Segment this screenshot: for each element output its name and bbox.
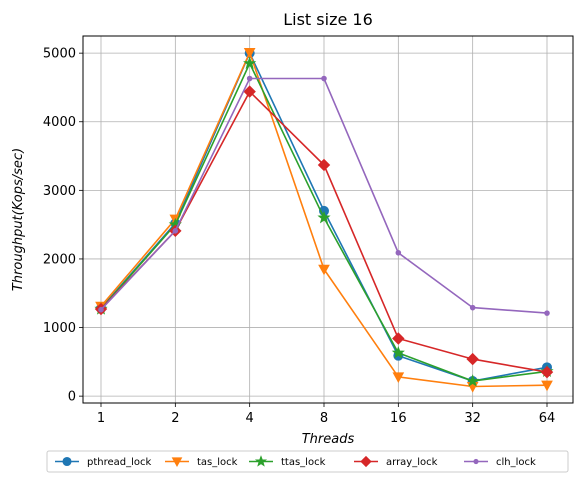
data-point [99,307,104,312]
x-tick-label: 1 [97,411,105,426]
data-point [474,459,478,463]
y-tick-label: 4000 [43,115,76,130]
x-tick-label: 32 [464,411,481,426]
x-tick-label: 8 [320,411,328,426]
x-tick-label: 16 [390,411,407,426]
x-tick-label: 64 [539,411,556,426]
y-tick-label: 5000 [43,47,76,62]
data-point [545,311,550,316]
legend-label: tas_lock [197,457,238,468]
y-tick-label: 2000 [43,252,76,267]
data-point [173,229,178,234]
data-point [247,76,252,81]
x-tick-label: 2 [171,411,179,426]
x-tick-label: 4 [246,411,254,426]
data-point [467,354,478,365]
x-axis-title: Threads [302,432,355,447]
legend-label: array_lock [386,457,438,468]
data-point [393,333,404,344]
data-point [470,305,475,310]
x-axis: 1 2 4 8 16 32 64 [97,403,555,426]
chart-title: List size 16 [283,10,373,29]
y-axis: 0 1000 2000 3000 4000 5000 [43,47,83,405]
legend-label: clh_lock [496,457,536,468]
data-point [63,457,71,465]
legend-item-array_lock: array_lock [354,457,438,468]
y-tick-label: 3000 [43,184,76,199]
legend-label: pthread_lock [87,457,152,468]
legend-label: ttas_lock [281,457,326,468]
y-tick-label: 1000 [43,321,76,336]
y-tick-label: 0 [68,390,76,405]
legend: pthread_lock tas_lock ttas_lock array_lock c… [47,451,568,472]
y-axis-title: Throughput(Kops/sec) [11,148,26,291]
data-point [396,250,401,255]
data-point [322,76,327,81]
